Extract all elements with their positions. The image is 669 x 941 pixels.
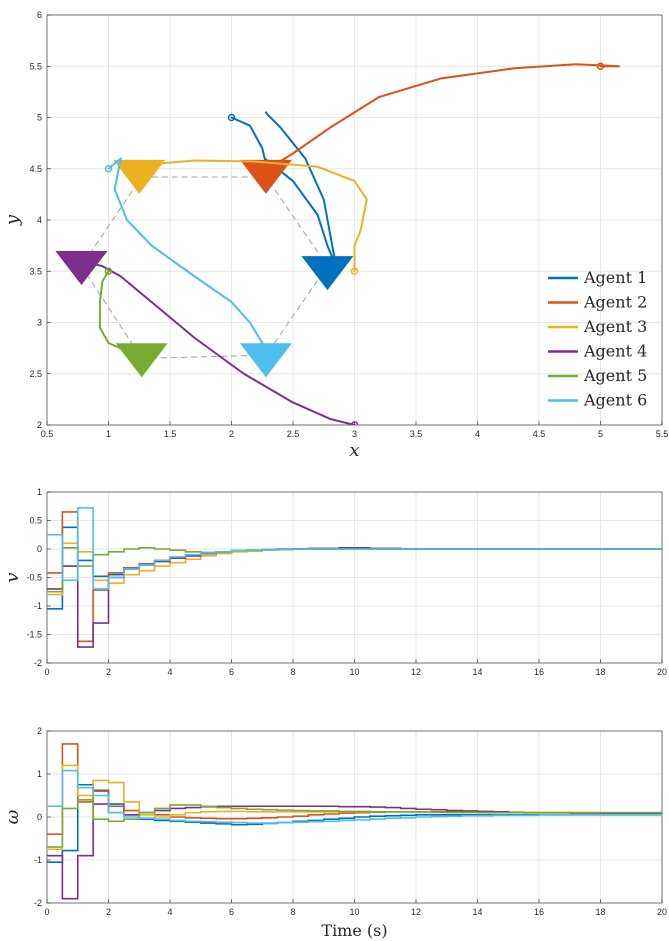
x-tick-label: 8: [290, 667, 295, 677]
legend-label-agent-4: Agent 4: [583, 342, 647, 361]
y-tick-label: 0: [37, 544, 42, 554]
y-tick-label: 2.5: [29, 369, 42, 379]
x-tick-label: 5.5: [656, 429, 669, 439]
x-tick-label: 12: [411, 667, 421, 677]
agent-triangle-2: [239, 159, 292, 194]
start-marker-agent-3: [350, 267, 359, 275]
formation-outline: [80, 176, 329, 359]
x-tick-label: 20: [657, 907, 667, 917]
start-marker-agent-4: [350, 421, 359, 425]
y-tick-label: 4.5: [29, 164, 42, 174]
y-tick-label: 3: [37, 318, 42, 328]
x-tick-label: 14: [472, 907, 482, 917]
trajectory-agent-5: [98, 270, 143, 357]
x-tick-label: 4: [475, 429, 480, 439]
step-line-agent-5: [47, 799, 662, 848]
legend-label-agent-3: Agent 3: [583, 317, 647, 336]
x-tick-label: 12: [411, 907, 421, 917]
y-axis-label: y: [2, 214, 23, 226]
x-tick-label: 5: [598, 429, 603, 439]
step-line-agent-6: [47, 769, 662, 824]
x-tick-label: 18: [595, 667, 605, 677]
agent-triangle-1: [301, 256, 354, 291]
legend-label-agent-1: Agent 1: [583, 268, 647, 287]
x-tick-label: 10: [349, 667, 359, 677]
agent-triangle-6: [239, 343, 292, 378]
agent-triangle-5: [115, 343, 168, 378]
trajectory-agent-1: [230, 111, 338, 268]
x-tick-label: 0: [44, 667, 49, 677]
x-tick-label: 6: [229, 667, 234, 677]
x-axis-label: x: [349, 440, 359, 461]
x-tick-label: 1: [106, 429, 111, 439]
y-tick-label: -1: [34, 855, 42, 865]
y-tick-label: -1.5: [26, 630, 42, 640]
start-marker-agent-5: [104, 267, 113, 275]
y-tick-label: 4: [37, 215, 42, 225]
x-tick-label: 14: [472, 667, 482, 677]
x-tick-label: 3: [352, 429, 357, 439]
y-tick-label: 5.5: [29, 61, 42, 71]
x-tick-label: 2: [106, 667, 111, 677]
step-line-agent-6: [47, 507, 662, 590]
y-tick-label: 2: [37, 420, 42, 430]
x-tick-label: 4.5: [533, 429, 546, 439]
trajectory-agent-2: [267, 63, 620, 170]
y-tick-label: -2: [34, 658, 42, 668]
x-tick-label: 2.5: [287, 429, 300, 439]
x-tick-label: 4: [167, 667, 172, 677]
y-axis-label: v: [2, 572, 23, 582]
trajectory-agent-6: [107, 157, 267, 355]
y-tick-label: -1: [34, 601, 42, 611]
x-tick-label: 8: [290, 907, 295, 917]
x-tick-label: 18: [595, 907, 605, 917]
y-tick-label: 0: [37, 812, 42, 822]
x-tick-label: 2: [106, 907, 111, 917]
agent-triangle-4: [55, 251, 108, 286]
x-tick-label: 6: [229, 907, 234, 917]
plot-area: [47, 507, 662, 648]
start-marker-agent-2: [596, 62, 605, 70]
start-marker-agent-6: [104, 165, 113, 173]
x-tick-label: 20: [657, 667, 667, 677]
start-marker-agent-1: [227, 113, 236, 122]
x-tick-label: 10: [349, 907, 359, 917]
x-tick-label: 3.5: [410, 429, 423, 439]
y-tick-label: 1: [37, 487, 42, 497]
x-tick-label: 1.5: [164, 429, 177, 439]
y-tick-label: 2: [37, 726, 42, 736]
x-tick-label: 16: [534, 907, 544, 917]
x-tick-label: 4: [167, 907, 172, 917]
chart-panel-1: 0.5 1 1.5 2 2.5 3 3.5 4 4.5 5 5.5 2 2.5 3 3.5 4 4.5 5 5.5 6…: [2, 10, 668, 461]
x-axis-label: Time (s): [321, 921, 387, 940]
x-tick-label: 2: [229, 429, 234, 439]
plot-area: [47, 743, 662, 900]
trajectory-agent-3: [138, 159, 368, 273]
legend-label-agent-5: Agent 5: [583, 366, 647, 385]
plot-area: [55, 62, 620, 425]
y-tick-label: 0.5: [29, 516, 42, 526]
x-tick-label: 0: [44, 907, 49, 917]
y-tick-label: 5: [37, 113, 42, 123]
legend-label-agent-2: Agent 2: [583, 293, 647, 312]
legend-label-agent-6: Agent 6: [583, 391, 647, 410]
y-axis-label: ω: [2, 809, 23, 824]
y-tick-label: 1: [37, 769, 42, 779]
x-tick-label: 16: [534, 667, 544, 677]
y-tick-label: -2: [34, 898, 42, 908]
chart-panel-2: 0 2 4 6 8 10 12 14 16 18 20 -2 -1.5 -1 -0.5 0 0.5 1 v: [2, 487, 667, 677]
x-tick-label: 0.5: [41, 429, 54, 439]
y-tick-label: -0.5: [26, 573, 42, 583]
agent-triangle-3: [113, 159, 166, 194]
y-tick-label: 6: [37, 10, 42, 20]
y-tick-label: 3.5: [29, 266, 42, 276]
